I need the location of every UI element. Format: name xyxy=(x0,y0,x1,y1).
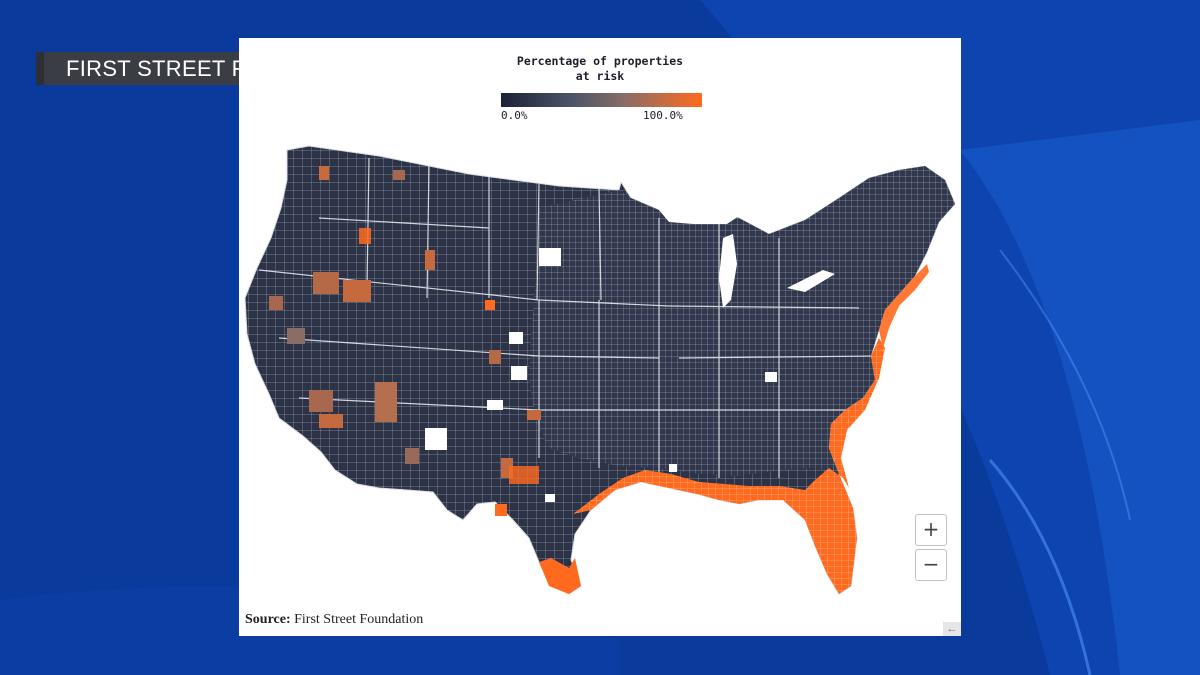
legend-title-line1: Percentage of properties xyxy=(516,54,684,68)
us-county-map[interactable] xyxy=(239,38,961,636)
legend-color-ramp xyxy=(501,93,702,107)
legend-max-label: 100.0% xyxy=(643,109,683,122)
great-lakes xyxy=(659,206,739,224)
legend-title: Percentage of properties at risk xyxy=(495,54,705,84)
zoom-out-button[interactable]: − xyxy=(915,549,947,581)
eastern-counties xyxy=(529,166,955,476)
texas-coast-risk xyxy=(539,558,581,594)
lake-erie xyxy=(787,270,835,292)
western-risk-counties xyxy=(269,166,541,516)
lake-michigan xyxy=(719,234,737,308)
back-arrow-icon[interactable]: ← xyxy=(943,622,961,636)
zoom-in-button[interactable]: + xyxy=(915,514,947,546)
atlantic-risk-strip xyxy=(879,264,929,348)
no-data-counties xyxy=(425,248,777,502)
source-text: First Street Foundation xyxy=(290,612,424,627)
legend-min-label: 0.0% xyxy=(501,109,528,122)
source-label: Source: xyxy=(245,612,291,627)
map-panel: Percentage of properties at risk 0.0% 10… xyxy=(239,38,961,636)
source-credit: Source: First Street Foundation xyxy=(245,612,423,628)
legend-title-line2: at risk xyxy=(575,69,625,83)
